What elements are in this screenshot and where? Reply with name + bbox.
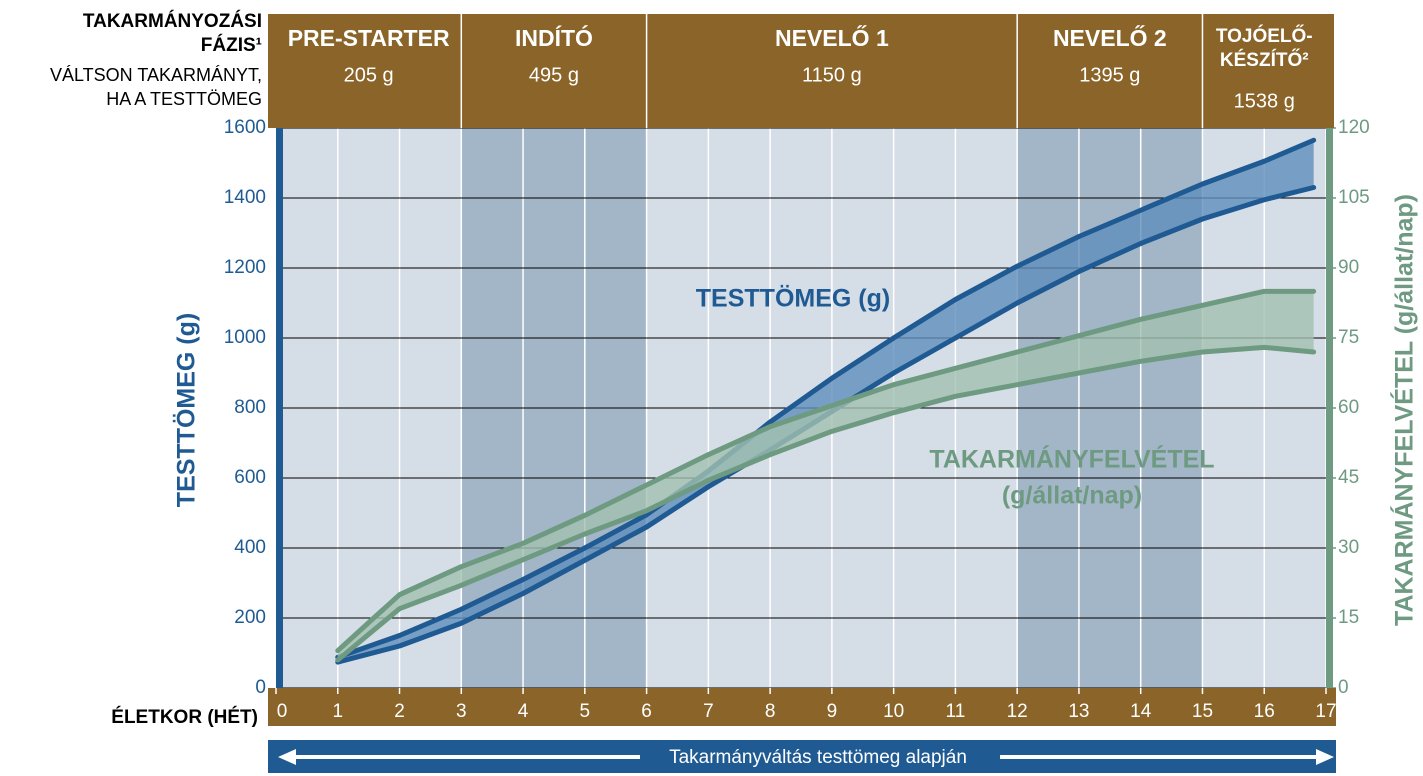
x-tick-label: 4 (518, 701, 529, 722)
x-tick-label: 12 (1007, 701, 1028, 722)
x-tick-label: 11 (946, 701, 966, 722)
band-lower-line (335, 344, 1317, 663)
series-label: TAKARMÁNYFELVÉTEL (929, 445, 1214, 474)
x-tick-label: 1 (332, 701, 343, 722)
x-tick-label: 3 (456, 701, 467, 722)
y-tick-label: 800 (234, 397, 266, 418)
phase-name: NEVELŐ 2 (1053, 24, 1167, 51)
header-band (268, 14, 1334, 128)
phase-weight: 1150 g (802, 64, 862, 86)
x-tick-label: 16 (1254, 701, 1275, 722)
band-upper-line (335, 137, 1317, 660)
y2-tick-label: 105 (1338, 187, 1370, 208)
phase-weight: 1395 g (1079, 64, 1140, 86)
footer-text: Takarmányváltás testtömeg alapján (669, 747, 967, 768)
series-label: (g/állat/nap) (1002, 482, 1142, 510)
phase-name: TOJÓELŐ- (1216, 25, 1313, 47)
arrow-head-left (278, 749, 296, 765)
y-tick-label: 1200 (224, 257, 266, 278)
y-axis-title: TESTTÖMEG (g) (172, 313, 201, 507)
x-tick-label: 9 (827, 701, 838, 722)
x-axis-band (268, 688, 1336, 726)
phase-weight: 1538 g (1234, 90, 1295, 112)
y2-tick-label: 0 (1338, 677, 1349, 698)
y2-tick-label: 75 (1338, 327, 1359, 348)
y2-tick-label: 90 (1338, 257, 1359, 278)
x-tick-label: 14 (1130, 701, 1152, 722)
phase-name: INDÍTÓ (515, 24, 593, 51)
y2-axis-line (1326, 128, 1333, 688)
x-tick-label: 15 (1192, 701, 1213, 722)
y-tick-label: 1000 (224, 327, 266, 348)
band-fill (337, 140, 1314, 663)
y-axis-line (276, 128, 283, 688)
x-tick-label: 10 (883, 701, 904, 722)
y2-tick-label: 60 (1338, 397, 1359, 418)
header-subtitle: HA A TESTTÖMEG (106, 89, 262, 109)
x-tick-label: 8 (765, 701, 776, 722)
header-subtitle: VÁLTSON TAKARMÁNYT, (50, 65, 262, 85)
band-fill (337, 291, 1314, 660)
x-tick-label: 0 (277, 701, 288, 722)
x-tick-label: 7 (703, 701, 714, 722)
phase-weight: 495 g (529, 64, 579, 86)
y-tick-label: 400 (234, 537, 266, 558)
series-label: TESTTÖMEG (g) (696, 284, 890, 313)
y-tick-label: 600 (234, 467, 266, 488)
y2-tick-label: 30 (1338, 537, 1359, 558)
x-tick-label: 5 (580, 701, 591, 722)
y2-tick-label: 15 (1338, 607, 1359, 628)
phase-name: KÉSZÍTŐ² (1220, 49, 1309, 71)
band-upper-line (335, 288, 1317, 654)
phase-name: PRE-STARTER (288, 25, 450, 51)
x-axis-title: ÉLETKOR (HÉT) (111, 706, 258, 728)
arrow-head-right (1316, 749, 1334, 765)
y-tick-label: 200 (234, 607, 266, 628)
x-tick-label: 17 (1315, 701, 1336, 722)
y-tick-label: 0 (255, 677, 266, 698)
x-tick-label: 2 (394, 701, 405, 722)
y2-tick-label: 120 (1338, 117, 1370, 138)
x-tick-label: 13 (1068, 701, 1089, 722)
phase-name: NEVELŐ 1 (775, 24, 889, 51)
y2-tick-label: 45 (1338, 467, 1359, 488)
x-tick-label: 6 (641, 701, 652, 722)
y2-axis-title: TAKARMÁNYFELVÉTEL (g/állat/nap) (1390, 194, 1419, 626)
header-title: TAKARMÁNYOZÁSI (83, 10, 262, 32)
phase-weight: 205 g (344, 64, 394, 86)
y-tick-label: 1400 (224, 187, 266, 208)
y-tick-label: 1600 (224, 117, 266, 138)
header-title: FÁZIS¹ (201, 34, 262, 56)
